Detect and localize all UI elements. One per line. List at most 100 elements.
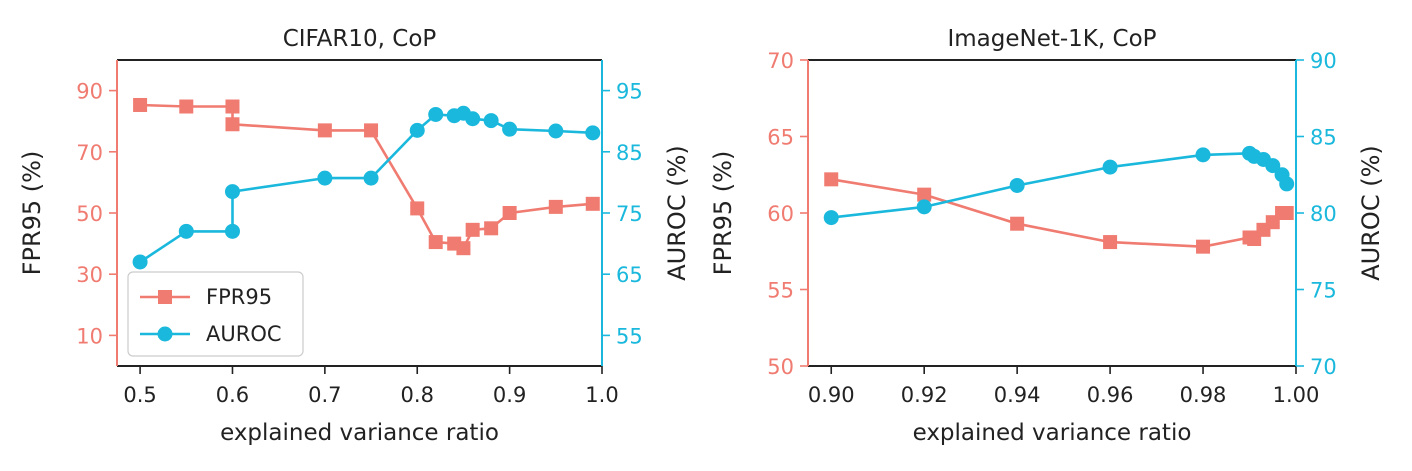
y-axis-label-right: AUROC (%) [663,145,691,280]
point-fpr95 [484,221,499,236]
point-fpr95 [1010,216,1025,231]
point-auroc [483,113,499,129]
y-axis-right: 55 65 75 85 95 [602,80,643,348]
point-fpr95 [548,199,563,214]
legend-label-auroc: AUROC [206,322,282,346]
y-axis-left: 50 55 60 65 70 [767,49,808,379]
x-tick-label: 0.94 [994,383,1041,407]
y-tick-label-left: 10 [76,324,103,348]
y-tick-label-left: 70 [767,49,794,73]
y-tick-label-left: 60 [767,202,794,226]
y-tick-label-left: 55 [767,279,794,303]
y-axis-label-left: FPR95 (%) [709,151,737,276]
point-auroc [823,210,839,226]
point-fpr95 [133,97,148,112]
x-tick-label: 0.90 [808,383,855,407]
y-tick-label-right: 85 [1310,126,1337,150]
legend-label-fpr95: FPR95 [206,285,272,309]
point-fpr95 [824,172,839,187]
point-fpr95 [179,99,194,114]
point-auroc [916,199,932,215]
series-line-auroc [831,152,1288,219]
x-tick-label: 1.00 [1273,383,1320,407]
point-fpr95 [1279,206,1294,220]
point-fpr95 [585,196,600,211]
y-tick-label-right: 75 [616,202,643,226]
point-fpr95 [428,235,443,250]
point-auroc [1102,159,1118,175]
y-tick-label-left: 30 [76,263,103,287]
legend-entry-fpr95: FPR95 [140,285,272,309]
x-axis: 0.90 0.92 0.94 0.96 0.98 1.00 [808,366,1320,407]
point-auroc [224,223,240,239]
legend: FPR95 AUROC [127,271,304,357]
point-auroc [224,184,240,200]
point-auroc [502,121,518,137]
y-tick-label-right: 90 [1310,49,1337,73]
chart-imagenet1k: 0.90 0.92 0.94 0.96 0.98 1.00 50 55 60 65 70 70 75… [709,26,1385,446]
point-auroc [317,170,333,186]
point-fpr95 [502,206,517,220]
point-auroc [363,170,379,186]
x-tick-label: 0.98 [1180,383,1227,407]
legend-marker-fpr95 [158,290,172,304]
point-auroc [428,106,444,122]
x-tick-label: 0.92 [901,383,948,407]
y-tick-label-left: 70 [76,141,103,165]
y-axis-right: 70 75 80 85 90 [1296,49,1337,379]
point-fpr95 [317,123,332,138]
point-auroc [132,254,148,270]
x-axis-label: explained variance ratio [220,420,499,446]
point-auroc [178,223,194,239]
y-axis-left: 10 30 50 70 90 [76,80,117,348]
chart-cifar10: 0.5 0.6 0.7 0.8 0.9 1.0 10 30 50 70 90 55 65 75 85 95… [18,26,691,446]
legend-marker-auroc [157,326,173,342]
x-tick-label: 0.6 [216,383,249,407]
y-axis-label-right: AUROC (%) [1357,145,1385,280]
x-tick-label: 0.8 [401,383,434,407]
point-auroc [585,125,601,141]
chart-title: ImageNet-1K, CoP [947,26,1156,52]
x-tick-label: 0.5 [123,383,156,407]
series-layer [132,97,601,270]
y-tick-label-right: 75 [1310,279,1337,303]
x-tick-label: 0.96 [1087,383,1134,407]
x-tick-label: 1.0 [585,383,618,407]
chart-title: CIFAR10, CoP [283,26,437,52]
point-fpr95 [225,117,240,132]
point-fpr95 [917,187,932,202]
point-fpr95 [364,123,379,138]
point-auroc [409,122,425,138]
point-fpr95 [456,241,471,256]
point-auroc [1265,158,1281,174]
y-tick-label-left: 90 [76,80,103,104]
x-tick-label: 0.7 [308,383,341,407]
y-tick-label-right: 55 [616,324,643,348]
series-line-fpr95 [830,178,1287,248]
point-fpr95 [1196,239,1211,254]
point-auroc [1279,176,1295,192]
legend-entry-auroc: AUROC [140,322,282,346]
point-auroc [548,123,564,139]
x-tick-label: 0.9 [493,383,526,407]
y-axis-label-left: FPR95 (%) [18,151,46,276]
point-auroc [1195,147,1211,163]
y-tick-label-left: 65 [767,126,794,150]
y-tick-label-left: 50 [76,202,103,226]
y-tick-label-right: 95 [616,80,643,104]
point-auroc [1009,177,1025,193]
point-fpr95 [1103,235,1118,250]
y-tick-label-left: 50 [767,355,794,379]
y-tick-label-right: 65 [616,263,643,287]
x-axis-label: explained variance ratio [913,420,1192,446]
series-layer [823,145,1295,254]
point-fpr95 [225,99,240,114]
point-auroc [465,111,481,127]
y-tick-label-right: 85 [616,141,643,165]
point-fpr95 [410,201,425,216]
x-axis: 0.5 0.6 0.7 0.8 0.9 1.0 [123,366,619,407]
point-fpr95 [465,222,480,237]
y-tick-label-right: 70 [1310,355,1337,379]
